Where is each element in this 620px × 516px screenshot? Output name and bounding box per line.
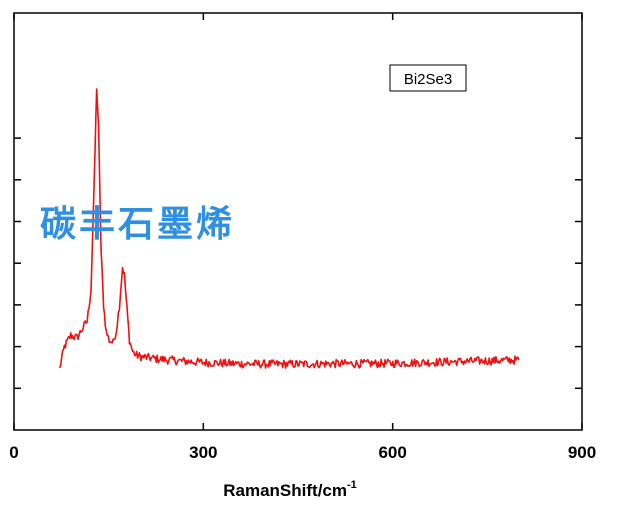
x-axis-title-main: RamanShift/cm: [223, 481, 347, 500]
watermark-text: 碳丰石墨烯: [40, 203, 235, 245]
x-tick-label: 0: [9, 443, 18, 462]
legend-box: Bi2Se3: [389, 64, 467, 92]
series-layer: [58, 88, 520, 369]
x-tick-label: 300: [189, 443, 217, 462]
legend-frame: [389, 64, 467, 92]
x-tick-label: 900: [568, 443, 596, 462]
x-tick-label: 600: [378, 443, 406, 462]
ticks-layer: [13, 13, 583, 430]
x-axis-title-superscript: -1: [347, 479, 357, 491]
tick-labels-layer: 0 300 600 900: [9, 443, 596, 462]
x-axis-title: RamanShift/cm-1: [223, 479, 357, 500]
legend-label: Bi2Se3: [404, 71, 452, 88]
series-line-bi2se3: [58, 88, 520, 369]
